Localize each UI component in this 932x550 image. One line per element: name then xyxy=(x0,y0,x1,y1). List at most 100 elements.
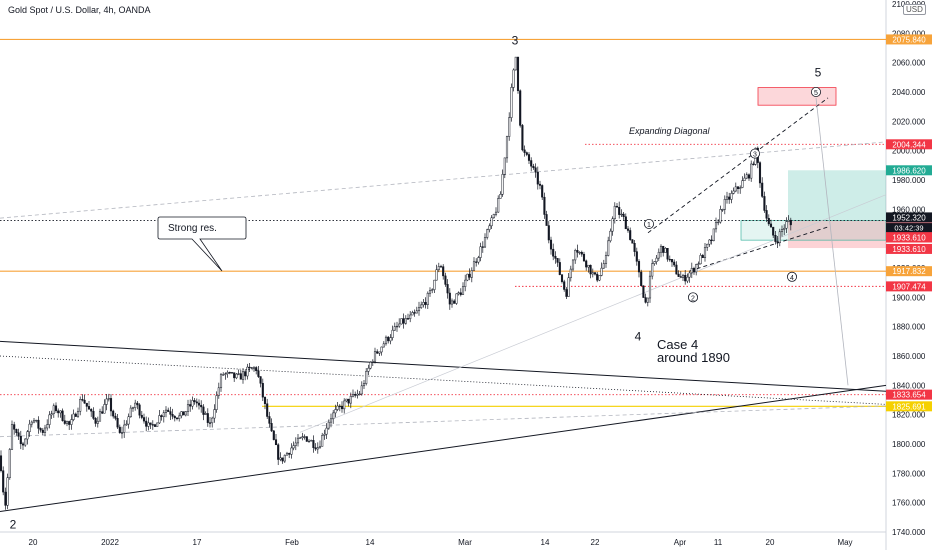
price-tick-label: 1900.000 xyxy=(892,293,926,302)
price-badge-text: 1825.691 xyxy=(892,402,926,411)
candle xyxy=(376,351,379,354)
time-tick-label: Mar xyxy=(458,538,472,547)
candle xyxy=(428,290,432,294)
candle xyxy=(277,444,280,460)
candle xyxy=(215,395,218,410)
candle xyxy=(248,366,251,369)
candle xyxy=(787,219,790,222)
candle xyxy=(336,405,339,410)
candle xyxy=(94,418,97,424)
candle xyxy=(743,177,746,181)
candle xyxy=(158,415,161,424)
price-badge[interactable]: 2075.840 xyxy=(886,34,932,45)
countdown-badge: 03:42:39 xyxy=(886,223,932,233)
candle xyxy=(642,285,645,298)
candle xyxy=(666,248,669,260)
candle xyxy=(395,325,399,328)
candle xyxy=(63,420,66,424)
candle xyxy=(197,402,201,406)
price-badge[interactable]: 1907.474 xyxy=(886,281,932,292)
candle xyxy=(785,221,788,229)
candle xyxy=(266,403,269,417)
candle xyxy=(655,257,658,262)
candle xyxy=(525,152,528,155)
candle xyxy=(26,431,29,440)
candle xyxy=(728,196,731,200)
candle xyxy=(224,373,227,375)
candle xyxy=(426,292,429,305)
price-badge[interactable]: 1933.610 xyxy=(886,232,932,243)
candle xyxy=(486,229,489,238)
candle xyxy=(57,410,60,414)
candle xyxy=(6,477,9,506)
price-badge[interactable]: 1933.610 xyxy=(886,243,932,254)
wave-label: 2 xyxy=(10,517,17,531)
candle xyxy=(697,263,700,265)
candle xyxy=(633,242,636,252)
candle xyxy=(292,445,295,449)
price-badge[interactable]: 1825.691 xyxy=(886,401,932,412)
price-badge-bg xyxy=(886,389,932,400)
candle xyxy=(162,412,165,417)
price-badge-bg xyxy=(886,243,932,254)
circled-wave-label: 1 xyxy=(647,222,651,229)
time-tick-label: 20 xyxy=(766,538,775,547)
price-tick-label: 2040.000 xyxy=(892,88,926,97)
price-badge-text: 1986.620 xyxy=(892,166,926,175)
price-badge[interactable]: 1917.832 xyxy=(886,266,932,277)
candle xyxy=(259,376,262,384)
candle xyxy=(338,405,341,408)
candle xyxy=(147,422,150,427)
candle xyxy=(109,398,113,412)
candle xyxy=(279,457,282,460)
circled-wave-marker xyxy=(688,292,699,303)
price-badge[interactable]: 1952.320 xyxy=(886,212,932,223)
price-badge[interactable]: 2004.344 xyxy=(886,139,932,150)
candle xyxy=(0,455,3,471)
candle xyxy=(283,454,286,462)
price-badge-bg xyxy=(886,232,932,243)
time-axis[interactable]: 20 2022 17 Feb 14 Mar 14 22 Apr 11 20 May xyxy=(29,538,853,547)
ascending-support-line xyxy=(0,384,887,512)
candle xyxy=(15,429,18,433)
candle xyxy=(523,149,526,153)
candle xyxy=(765,210,768,219)
currency-badge[interactable]: USD xyxy=(903,4,926,15)
candle xyxy=(263,396,267,404)
candle xyxy=(175,417,179,419)
candle xyxy=(745,174,748,179)
candle xyxy=(226,372,229,375)
candle xyxy=(81,399,84,401)
price-axis[interactable]: 1740.000 1760.000 1780.000 1800.000 1820.000… xyxy=(886,0,932,537)
candle xyxy=(767,218,770,225)
candle xyxy=(400,318,403,325)
price-badge[interactable]: 1986.620 xyxy=(886,165,932,176)
candle xyxy=(239,373,242,380)
price-badge[interactable]: 1833.654 xyxy=(886,389,932,400)
price-badge-bg xyxy=(886,401,932,412)
candle xyxy=(180,411,183,417)
price-tick-label: 2060.000 xyxy=(892,59,926,68)
price-tick-label: 1880.000 xyxy=(892,323,926,332)
candle xyxy=(453,300,456,304)
candle xyxy=(189,404,192,407)
candle xyxy=(92,410,95,419)
candle xyxy=(129,407,132,417)
candle xyxy=(123,424,126,433)
candle xyxy=(250,367,253,369)
candle xyxy=(360,385,363,395)
case4-line1: Case 4 xyxy=(657,337,698,352)
candle xyxy=(46,424,49,429)
candle xyxy=(690,268,693,274)
candle xyxy=(296,437,300,444)
candle xyxy=(32,420,36,423)
candle xyxy=(741,180,744,188)
candle xyxy=(329,418,333,423)
candle xyxy=(178,415,181,419)
candle xyxy=(24,438,27,446)
price-tick-label: 2000.000 xyxy=(892,147,926,156)
candle xyxy=(233,372,236,379)
candle xyxy=(316,447,319,450)
candle xyxy=(351,393,355,397)
